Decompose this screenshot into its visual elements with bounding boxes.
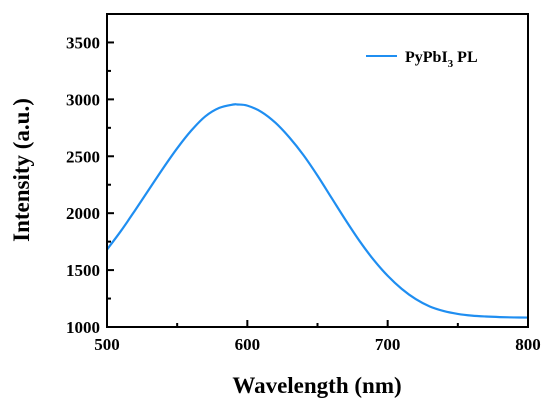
data-point — [415, 299, 416, 300]
data-point — [345, 219, 346, 220]
data-point — [261, 111, 262, 112]
data-point — [120, 230, 121, 231]
data-point — [134, 210, 135, 211]
data-point — [233, 104, 234, 105]
data-point — [163, 168, 164, 169]
data-point — [485, 316, 486, 317]
data-point — [443, 310, 444, 311]
x-tick-label: 600 — [235, 335, 261, 354]
legend-label-main: PyPbI — [405, 49, 448, 66]
data-point — [317, 175, 318, 176]
data-point — [359, 240, 360, 241]
legend-label-subscript: 3 — [448, 58, 454, 70]
series-layer — [106, 103, 529, 319]
data-point — [275, 122, 276, 123]
legend: PyPbI3 PL — [366, 49, 478, 70]
series-line — [106, 103, 529, 319]
data-point — [401, 288, 402, 289]
y-tick-label: 2500 — [66, 147, 100, 166]
data-point — [331, 197, 332, 198]
plot-frame — [106, 13, 529, 328]
legend-label-suffix: PL — [453, 49, 477, 66]
y-axis-title: Intensity (a.u.) — [9, 98, 34, 242]
data-point — [247, 105, 248, 106]
data-point — [471, 315, 472, 316]
data-point — [387, 275, 388, 276]
data-point — [513, 317, 514, 318]
x-tick-label: 500 — [94, 335, 120, 354]
y-tick-label: 1500 — [66, 261, 100, 280]
data-point — [191, 130, 192, 131]
data-point — [149, 189, 150, 190]
data-point — [499, 316, 500, 317]
data-point — [237, 104, 238, 105]
y-tick-label: 3000 — [66, 90, 100, 109]
y-tick-label: 3500 — [66, 33, 100, 52]
data-point — [429, 306, 430, 307]
x-tick-label: 700 — [375, 335, 401, 354]
data-point — [373, 259, 374, 260]
data-point — [177, 148, 178, 149]
data-point — [219, 107, 220, 108]
x-tick-label: 800 — [515, 335, 541, 354]
data-point — [205, 116, 206, 117]
ticks-layer: 500 600 700 800 1000 1500 2000 2500 3000 3500 — [66, 13, 541, 354]
x-axis-title: Wavelength (nm) — [232, 373, 401, 398]
y-tick-label: 1000 — [66, 318, 100, 337]
data-point — [289, 137, 290, 138]
legend-label: PyPbI3 PL — [405, 49, 478, 70]
data-point — [457, 313, 458, 314]
y-tick-label: 2000 — [66, 204, 100, 223]
data-point — [303, 155, 304, 156]
